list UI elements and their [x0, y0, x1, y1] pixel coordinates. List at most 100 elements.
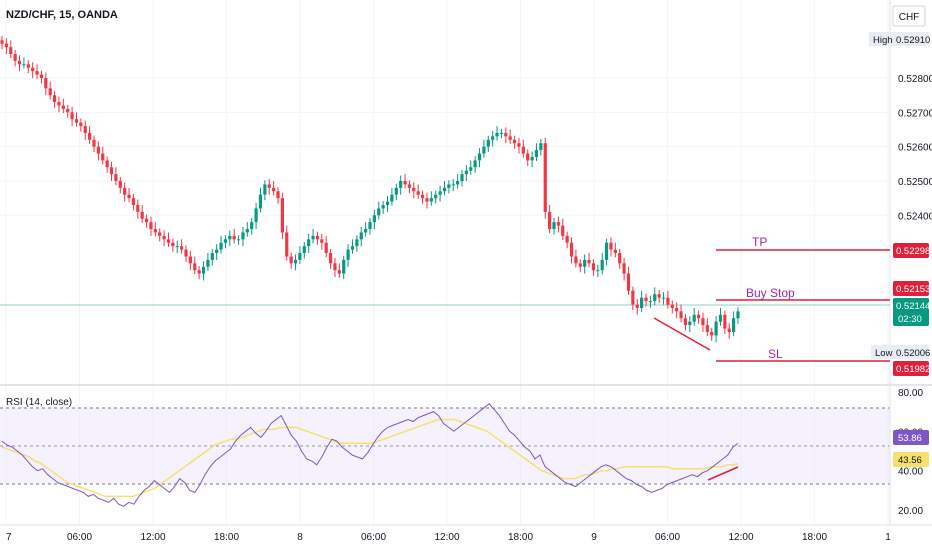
candle-body: [543, 143, 547, 212]
candle-body: [307, 239, 311, 247]
candle-body: [241, 232, 245, 240]
candle-body: [66, 108, 70, 113]
candle-body: [434, 194, 438, 199]
time-tick-label: 06:00: [361, 532, 386, 543]
tp-label: TP: [752, 235, 767, 249]
candle-body: [0, 40, 4, 44]
candle-body: [556, 222, 560, 226]
candle-body: [350, 246, 355, 250]
candle-body: [508, 136, 512, 140]
high-tag-label: High: [873, 35, 893, 46]
candle-body: [175, 246, 179, 248]
price-tick-label: 0.52500: [898, 177, 932, 188]
price-tick-label: 0.52400: [898, 211, 932, 222]
time-tick-label: 12:00: [434, 532, 459, 543]
current-price-tag: [893, 298, 929, 326]
price-tick-label: 0.52800: [898, 74, 932, 85]
candle-body: [688, 321, 692, 326]
candle-body: [368, 222, 372, 230]
candle-body: [578, 263, 582, 267]
price-divergence-line[interactable]: [653, 317, 711, 351]
candle-body: [727, 328, 731, 332]
time-tick-label: 06:00: [67, 532, 92, 543]
candle-body: [263, 184, 267, 195]
candle-body: [123, 187, 127, 195]
tp-value-tag: [893, 243, 929, 258]
candle-body: [254, 208, 258, 223]
rsi-ma-current-tag: [893, 452, 929, 467]
current-price-value: 0.52144: [896, 301, 930, 312]
candle-body: [9, 47, 13, 55]
candle-body: [149, 222, 153, 230]
candle-body: [324, 242, 328, 254]
price-tick-label: 0.52600: [898, 143, 932, 154]
rsi-divergence-line[interactable]: [707, 466, 739, 481]
candle-body: [626, 273, 631, 291]
candle-body: [464, 170, 468, 175]
candle-body: [302, 246, 306, 254]
candle-body: [526, 153, 530, 161]
price-axis[interactable]: 0.52800 0.52700 0.52600 0.52500 0.52400: [898, 74, 932, 222]
candle-body: [587, 259, 591, 264]
candle-body: [504, 132, 508, 137]
candle-body: [188, 256, 192, 264]
candle-body: [83, 126, 87, 133]
candle-body: [618, 253, 622, 264]
candle-body: [482, 146, 486, 154]
candle-body: [442, 187, 447, 192]
high-value-tag: [893, 32, 929, 46]
time-tick-label: 8: [297, 532, 303, 543]
candle-body: [596, 270, 600, 272]
candle-body: [31, 67, 35, 72]
time-axis[interactable]: 7 06:00 12:00 18:00 8 06:00 12:00 18:00 9 06:00 12…: [6, 532, 891, 543]
candle-body: [372, 215, 376, 223]
candle-body: [22, 64, 26, 66]
candle-body: [359, 232, 363, 240]
candle-body: [320, 239, 324, 243]
candle-body: [521, 146, 525, 154]
time-tick-label: 18:00: [214, 532, 239, 543]
candle-body: [661, 297, 666, 299]
candle-body: [250, 222, 254, 230]
candle-body: [631, 290, 635, 305]
candle-body: [289, 256, 293, 264]
rsi-ma-line: [1, 418, 739, 498]
rsi-ma-current-value: 43.56: [898, 455, 922, 466]
candle-body: [88, 132, 92, 140]
candle-body: [438, 191, 442, 195]
candle-body: [657, 294, 661, 298]
candle-body: [4, 43, 8, 48]
time-tick-label: 9: [591, 532, 597, 543]
candle-body: [127, 194, 131, 199]
candle-body: [258, 194, 263, 209]
low-value-tag: [893, 345, 929, 359]
candle-body: [96, 146, 100, 154]
candle-body: [534, 150, 539, 157]
candle-body: [377, 208, 381, 216]
candle-body: [718, 314, 723, 322]
candle-body: [171, 242, 175, 247]
sl-value: 0.51982: [896, 364, 930, 375]
candle-body: [70, 112, 74, 120]
candle-body: [162, 235, 166, 240]
candle-body: [26, 64, 30, 68]
candle-body: [276, 191, 280, 199]
candle-body: [293, 259, 298, 264]
candle-body: [732, 318, 736, 332]
candle-body: [298, 253, 302, 260]
candle-body: [272, 187, 276, 192]
candle-body: [609, 242, 613, 250]
candle-body: [35, 71, 39, 75]
candle-body: [416, 191, 420, 195]
high-value: 0.52910: [896, 35, 930, 46]
candle-body: [228, 235, 232, 240]
candle-body: [447, 184, 451, 188]
candle-body: [600, 259, 604, 271]
candle-body: [223, 239, 228, 243]
candle-body: [517, 143, 521, 147]
candles: [0, 36, 740, 343]
currency-button[interactable]: [892, 5, 926, 27]
candle-body: [131, 198, 136, 205]
rsi-current-value: 53.86: [898, 433, 922, 444]
